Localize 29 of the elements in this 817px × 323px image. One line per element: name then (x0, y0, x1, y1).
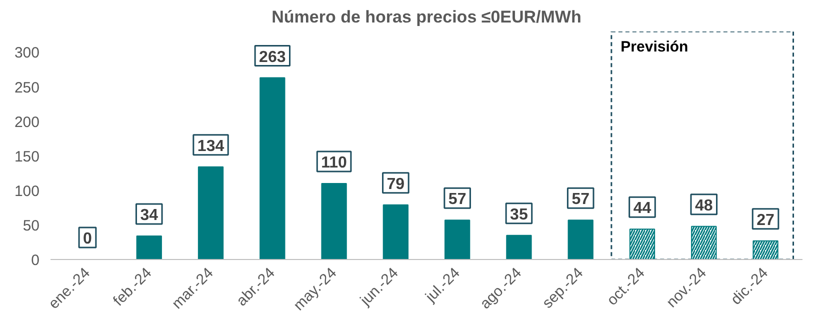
y-tick-label: 50 (22, 217, 40, 234)
data-label: 263 (259, 48, 286, 66)
data-label: 57 (448, 191, 466, 208)
data-label: 134 (197, 138, 224, 155)
data-label: 44 (633, 200, 652, 218)
band-label: Previsión (620, 38, 688, 56)
bar (568, 220, 594, 260)
chart-title: Número de horas precios ≤0EUR/MWh (272, 8, 582, 26)
bar (321, 183, 347, 260)
bar (382, 204, 409, 260)
data-label: 35 (510, 206, 528, 224)
data-label: 57 (572, 191, 590, 208)
bar (506, 234, 532, 260)
bar (198, 166, 224, 260)
y-tick-label: 150 (14, 148, 40, 166)
data-label: 27 (756, 212, 775, 229)
data-label: 48 (694, 197, 713, 214)
y-tick-label: 100 (14, 182, 40, 200)
data-label: 34 (140, 207, 158, 224)
y-tick-label: 300 (14, 44, 40, 62)
bar (136, 236, 162, 260)
y-tick-label: 0 (31, 252, 40, 269)
data-label: 110 (321, 154, 348, 172)
y-tick-label: 200 (14, 114, 40, 131)
data-label: 79 (386, 176, 405, 193)
y-tick-label: 250 (14, 79, 40, 96)
bar (260, 77, 286, 260)
data-label: 0 (83, 230, 92, 248)
bar (444, 220, 470, 260)
